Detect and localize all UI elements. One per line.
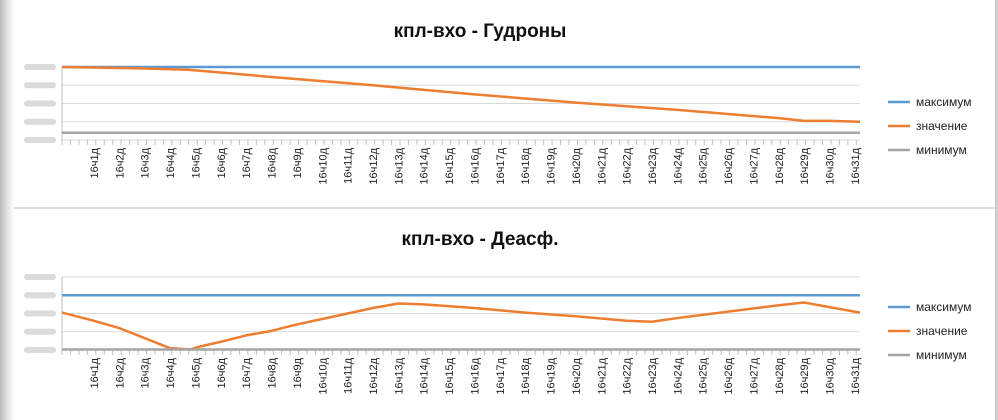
legend-label: минимум [916,143,967,157]
legend-label: максимум [916,95,972,109]
x-tick-label: 16ч5д [190,357,202,388]
x-tick-label: 16ч29д [799,357,811,394]
x-tick-label: 16ч18д [520,357,532,394]
x-tick-label: 16ч8д [267,147,279,178]
x-tick-label: 16ч27д [748,147,760,184]
x-tick-label: 16ч17д [495,357,507,394]
x-tick-label: 16ч10д [317,357,329,394]
legend-label: максимум [916,300,972,314]
y-tick-label-blurred [24,274,56,280]
x-tick-label: 16ч26д [723,357,735,394]
x-tick-label: 16ч31д [850,357,862,394]
x-tick-label: 16ч22д [622,147,634,184]
x-tick-label: 16ч29д [799,147,811,184]
x-tick-label: 16ч10д [317,147,329,184]
y-tick-label-blurred [24,137,56,143]
y-tick-label-blurred [24,64,56,70]
x-tick-label: 16ч16д [469,357,481,394]
y-tick-label-blurred [24,347,56,353]
x-tick-label: 16ч9д [292,147,304,178]
chart-1: кпл-вхо - Деасф. 16ч1д 16ч2д 16ч3д 16ч4д 16ч5… [24,229,972,395]
x-tick-label: 16ч14д [419,147,431,184]
y-tick-label-blurred [24,328,56,335]
x-tick-label: 16ч28д [774,357,786,394]
x-tick-label: 16ч17д [495,147,507,184]
x-tick-label: 16ч4д [165,357,177,388]
x-tick-label: 16ч8д [267,357,279,388]
x-tick-label: 16ч6д [216,357,228,388]
x-tick-label: 16ч3д [140,357,152,388]
x-tick-label: 16ч15д [444,357,456,394]
x-tick-label: 16ч2д [114,357,126,388]
x-tick-label: 16ч13д [393,357,405,394]
y-tick-label-blurred [24,118,56,125]
window-border [995,0,998,420]
x-tick-label: 16ч19д [546,357,558,394]
x-tick-label: 16ч19д [546,147,558,184]
x-tick-label: 16ч24д [672,357,684,394]
series-line-1 [61,65,861,123]
x-tick-label: 16ч23д [647,147,659,184]
x-tick-label: 16ч26д [723,147,735,184]
y-tick-label-blurred [24,100,56,107]
chart-0: кпл-вхо - Гудроны 16ч1д 16ч2д 16ч3д 16ч4д 16ч… [24,21,972,185]
x-tick-label: 16ч24д [672,147,684,184]
legend-label: минимум [916,348,967,362]
chart-title: кпл-вхо - Гудроны [394,21,567,42]
x-tick-label: 16ч1д [89,357,101,388]
x-tick-label: 16ч6д [216,147,228,178]
x-tick-label: 16ч4д [165,147,177,178]
x-tick-label: 16ч30д [825,147,837,184]
y-tick-label-blurred [24,292,56,299]
chart-title: кпл-вхо - Деасф. [401,229,558,250]
x-tick-label: 16ч23д [647,357,659,394]
y-tick-label-blurred [24,82,56,89]
x-tick-label: 16ч7д [241,147,253,178]
x-tick-label: 16ч28д [774,147,786,184]
x-tick-label: 16ч11д [343,147,355,183]
x-tick-label: 16ч14д [419,357,431,394]
x-tick-label: 16ч27д [748,357,760,394]
x-tick-label: 16ч3д [140,147,152,178]
series-line-1 [61,301,861,351]
x-tick-label: 16ч21д [596,147,608,184]
x-tick-label: 16ч31д [850,147,862,184]
x-tick-label: 16ч9д [292,357,304,388]
x-tick-label: 16ч25д [698,357,710,394]
x-tick-label: 16ч21д [596,357,608,394]
x-tick-label: 16ч18д [520,147,532,184]
x-tick-label: 16ч16д [469,147,481,184]
window-shadow [0,0,14,420]
x-tick-label: 16ч15д [444,147,456,184]
x-tick-label: 16ч25д [698,147,710,184]
x-tick-label: 16ч20д [571,147,583,184]
x-tick-label: 16ч30д [825,357,837,394]
x-tick-label: 16ч1д [89,147,101,178]
x-tick-label: 16ч22д [622,357,634,394]
x-tick-label: 16ч11д [343,357,355,393]
x-tick-label: 16ч2д [114,147,126,178]
x-tick-label: 16ч12д [368,357,380,394]
y-tick-label-blurred [24,310,56,317]
legend-label: значение [916,324,968,338]
chart-separator [14,207,995,209]
x-tick-label: 16ч5д [190,147,202,178]
legend-label: значение [916,119,968,133]
x-tick-label: 16ч20д [571,357,583,394]
x-tick-label: 16ч12д [368,147,380,184]
x-tick-label: 16ч7д [241,357,253,388]
x-tick-label: 16ч13д [393,147,405,184]
